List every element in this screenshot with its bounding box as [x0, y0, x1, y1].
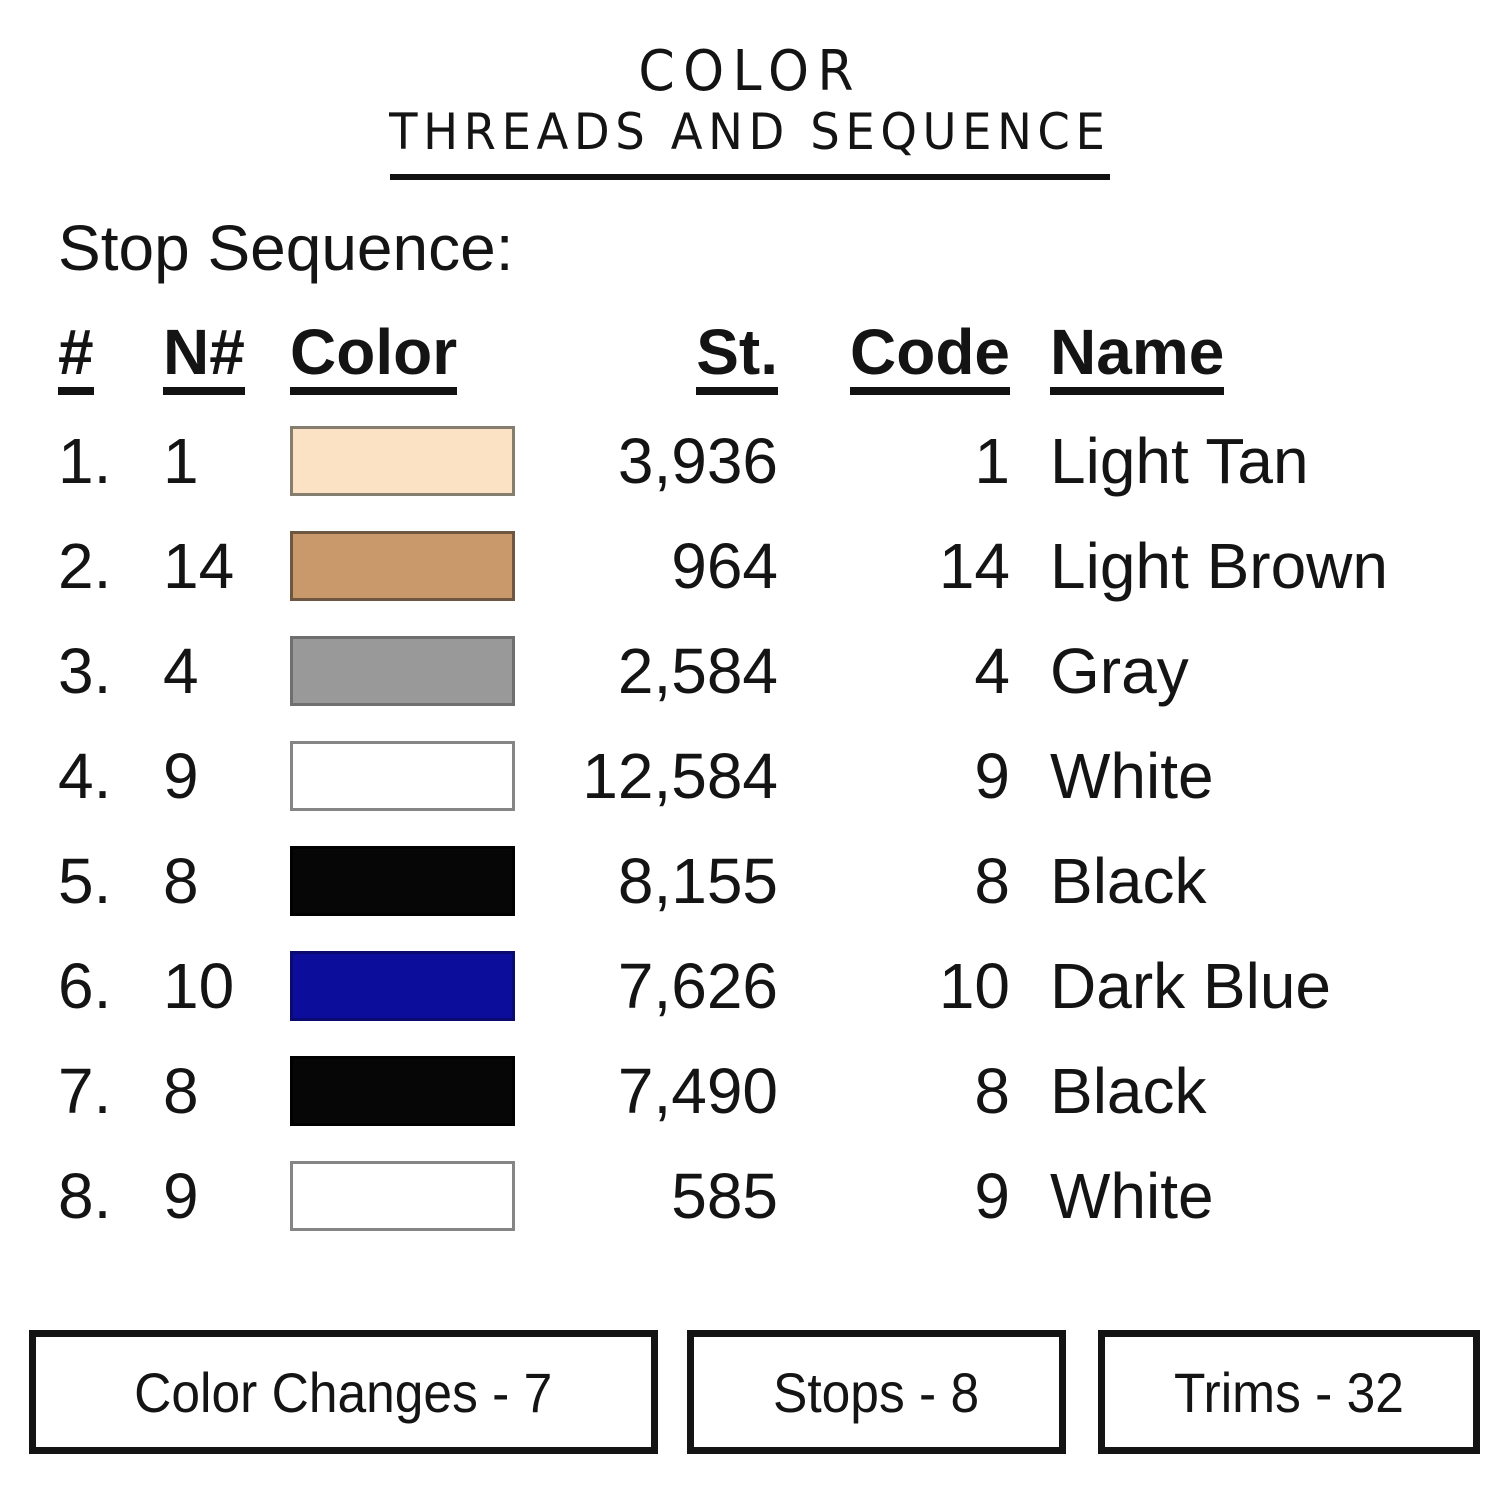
stitch-count: 2,584	[617, 634, 778, 707]
page-title: COLOR	[0, 40, 1500, 104]
page-subtitle: THREADS AND SEQUENCE	[0, 104, 1500, 160]
needle-number: 9	[163, 739, 199, 812]
row-number: 2.	[58, 529, 112, 602]
row-number: 3.	[58, 634, 112, 707]
needle-number: 8	[163, 844, 199, 917]
trims-label: Trims - 32	[1174, 1360, 1404, 1424]
swatch-cell	[290, 1160, 515, 1231]
thread-name: White	[1050, 1159, 1214, 1232]
row-number: 5.	[58, 844, 112, 917]
header-name: Name	[1010, 320, 1480, 395]
thread-code: 4	[974, 634, 1010, 707]
table-row: 6. 10 7,626 10 Dark Blue	[58, 933, 1480, 1038]
needle-number: 14	[163, 529, 235, 602]
header-needle: N#	[163, 320, 290, 395]
sheet-header: COLOR THREADS AND SEQUENCE	[0, 40, 1500, 180]
light-brown-swatch	[290, 530, 515, 601]
thread-code: 9	[974, 739, 1010, 812]
title-underline	[390, 174, 1110, 180]
stitch-count: 964	[671, 529, 778, 602]
swatch-cell	[290, 740, 515, 811]
table-row: 5. 8 8,155 8 Black	[58, 828, 1480, 933]
swatch-cell	[290, 635, 515, 706]
swatch-cell	[290, 845, 515, 916]
table-row: 3. 4 2,584 4 Gray	[58, 618, 1480, 723]
thread-name: White	[1050, 739, 1214, 812]
header-code: Code	[778, 320, 1010, 395]
stitch-count: 12,584	[582, 739, 778, 812]
stitch-count: 585	[671, 1159, 778, 1232]
color-changes-label: Color Changes - 7	[134, 1360, 553, 1424]
white-swatch	[290, 1160, 515, 1231]
needle-number: 10	[163, 949, 235, 1022]
stitch-count: 8,155	[617, 844, 778, 917]
stitch-count: 7,490	[617, 1054, 778, 1127]
page-subtitle-text: THREADS AND SEQUENCE	[389, 103, 1111, 161]
needle-number: 8	[163, 1054, 199, 1127]
header-color: Color	[290, 320, 515, 395]
thread-name: Gray	[1050, 634, 1189, 707]
thread-code: 1	[974, 424, 1010, 497]
row-number: 1.	[58, 424, 112, 497]
swatch-cell	[290, 530, 515, 601]
black-swatch	[290, 1055, 515, 1126]
table-row: 7. 8 7,490 8 Black	[58, 1038, 1480, 1143]
swatch-cell	[290, 950, 515, 1021]
row-number: 7.	[58, 1054, 112, 1127]
row-number: 4.	[58, 739, 112, 812]
needle-number: 4	[163, 634, 199, 707]
table-row: 2. 14 964 14 Light Brown	[58, 513, 1480, 618]
gray-swatch	[290, 635, 515, 706]
thread-name: Black	[1050, 1054, 1207, 1127]
stitch-count: 3,936	[617, 424, 778, 497]
swatch-cell	[290, 425, 515, 496]
table-body: 1. 1 3,936 1 Light Tan 2. 14 964 14 Light Brown 3.…	[58, 408, 1480, 1248]
light-tan-swatch	[290, 425, 515, 496]
trims-box: Trims - 32	[1098, 1330, 1480, 1454]
table-row: 4. 9 12,584 9 White	[58, 723, 1480, 828]
row-number: 6.	[58, 949, 112, 1022]
needle-number: 1	[163, 424, 199, 497]
thread-name: Light Brown	[1050, 529, 1388, 602]
thread-code: 10	[938, 949, 1010, 1022]
thread-name: Dark Blue	[1050, 949, 1331, 1022]
row-number: 8.	[58, 1159, 112, 1232]
swatch-cell	[290, 1055, 515, 1126]
header-stitches: St.	[515, 320, 778, 395]
table-row: 8. 9 585 9 White	[58, 1143, 1480, 1248]
page-title-text: COLOR	[638, 39, 862, 104]
stop-sequence-table: # N# Color St. Code Name 1. 1 3,936 1 Light …	[58, 320, 1480, 1248]
color-changes-box: Color Changes - 7	[29, 1330, 658, 1454]
table-row: 1. 1 3,936 1 Light Tan	[58, 408, 1480, 513]
black-swatch	[290, 845, 515, 916]
thread-code: 8	[974, 1054, 1010, 1127]
header-num: #	[58, 320, 163, 395]
white-swatch	[290, 740, 515, 811]
thread-code: 8	[974, 844, 1010, 917]
dark-blue-swatch	[290, 950, 515, 1021]
thread-code: 14	[938, 529, 1010, 602]
thread-name: Black	[1050, 844, 1207, 917]
stop-sequence-heading: Stop Sequence:	[58, 212, 514, 284]
thread-code: 9	[974, 1159, 1010, 1232]
stops-label: Stops - 8	[773, 1360, 980, 1424]
table-header-row: # N# Color St. Code Name	[58, 320, 1480, 408]
thread-name: Light Tan	[1050, 424, 1309, 497]
needle-number: 9	[163, 1159, 199, 1232]
stitch-count: 7,626	[617, 949, 778, 1022]
stops-box: Stops - 8	[687, 1330, 1066, 1454]
